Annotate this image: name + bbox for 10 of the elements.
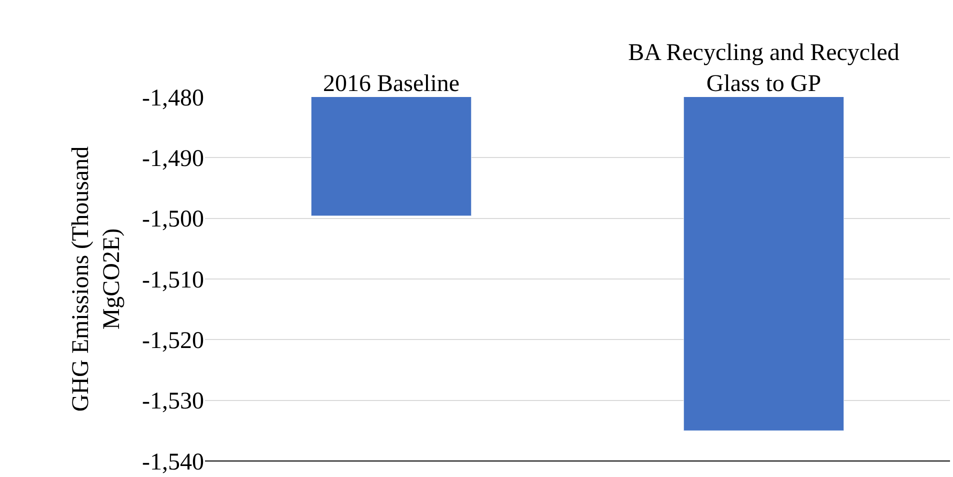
y-tick-label: -1,490 [142, 146, 204, 172]
y-tick-label: -1,500 [142, 206, 204, 233]
y-tick-label: -1,510 [142, 267, 204, 294]
y-tick-label: -1,530 [142, 388, 204, 415]
x-tick-label: BA Recycling and Recycled Glass to GP [628, 40, 900, 98]
y-tick-label: -1,540 [142, 449, 204, 476]
y-tick-label: -1,520 [142, 328, 204, 354]
y-axis-title: GHG Emissions (Thousand MgCO2E) [68, 146, 126, 412]
y-tick-label: -1,480 [142, 85, 204, 112]
x-tick-label: 2016 Baseline [322, 71, 460, 98]
